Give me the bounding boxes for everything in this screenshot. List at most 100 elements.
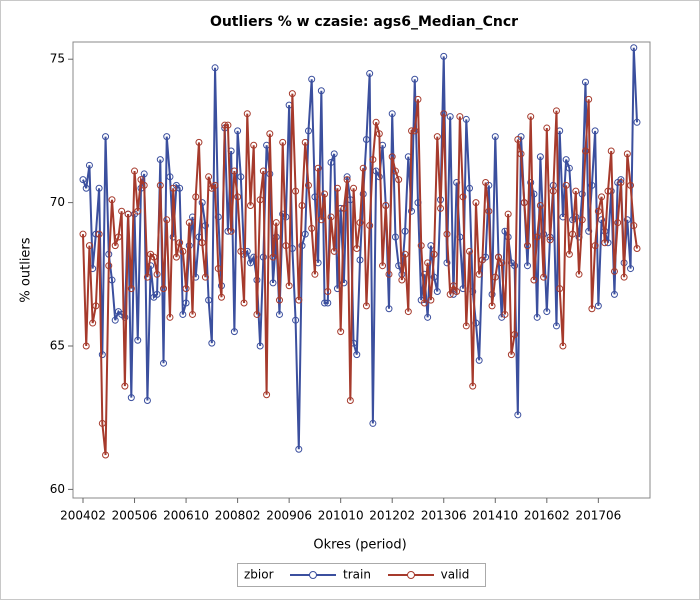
point xyxy=(501,310,509,318)
point xyxy=(269,279,277,287)
point xyxy=(598,216,606,224)
point xyxy=(143,273,151,281)
point xyxy=(530,190,538,198)
point xyxy=(623,150,631,158)
point xyxy=(95,230,103,238)
point xyxy=(166,173,174,181)
point xyxy=(118,207,126,215)
point xyxy=(601,239,609,247)
point xyxy=(134,207,142,215)
point xyxy=(446,290,454,298)
point xyxy=(485,207,493,215)
point xyxy=(475,356,483,364)
point xyxy=(102,133,110,141)
point xyxy=(317,216,325,224)
point xyxy=(343,176,351,184)
point xyxy=(527,179,535,187)
point xyxy=(150,253,158,261)
point xyxy=(375,130,383,138)
point xyxy=(459,193,467,201)
legend-label: valid xyxy=(441,568,470,582)
point xyxy=(214,213,222,221)
point xyxy=(369,156,377,164)
point xyxy=(362,302,370,310)
point xyxy=(295,296,303,304)
point xyxy=(169,184,177,192)
point xyxy=(195,138,203,146)
point xyxy=(160,359,168,367)
point xyxy=(246,201,254,209)
point xyxy=(272,219,280,227)
point xyxy=(82,184,90,192)
point xyxy=(424,313,432,321)
point xyxy=(417,242,425,250)
y-tick-label: 70 xyxy=(50,195,65,209)
point xyxy=(166,313,174,321)
point xyxy=(495,253,502,261)
point xyxy=(391,233,399,241)
point xyxy=(552,107,560,115)
x-tick-label: 201202 xyxy=(369,509,415,523)
point xyxy=(340,279,348,287)
point xyxy=(533,313,541,321)
legend-box xyxy=(237,563,486,587)
point xyxy=(211,181,219,189)
point xyxy=(572,187,580,195)
point xyxy=(630,222,638,230)
x-tick-label: 200506 xyxy=(112,509,158,523)
legend-label: train xyxy=(343,568,371,582)
point xyxy=(92,302,100,310)
point xyxy=(385,305,393,313)
point xyxy=(514,411,522,419)
point xyxy=(462,322,470,330)
legend-title: zbior xyxy=(244,568,274,582)
point xyxy=(391,167,399,175)
point xyxy=(256,342,264,350)
point xyxy=(433,288,441,296)
point xyxy=(153,290,161,298)
point xyxy=(420,299,428,307)
point xyxy=(176,239,184,247)
point xyxy=(134,336,142,344)
point xyxy=(482,179,490,187)
point xyxy=(379,262,387,270)
point xyxy=(218,293,225,301)
point xyxy=(491,133,499,141)
point xyxy=(153,270,161,278)
point xyxy=(350,184,358,192)
point xyxy=(179,247,187,255)
point xyxy=(607,147,615,155)
point xyxy=(285,282,293,290)
point xyxy=(337,328,345,336)
point xyxy=(356,256,364,264)
point xyxy=(507,351,515,359)
point xyxy=(224,121,232,129)
point xyxy=(549,187,557,195)
point xyxy=(102,451,110,459)
point xyxy=(292,316,300,324)
point xyxy=(327,213,335,221)
point xyxy=(366,222,374,230)
point xyxy=(427,296,435,304)
point xyxy=(630,44,638,52)
point xyxy=(333,184,341,192)
point xyxy=(250,141,258,149)
point xyxy=(137,176,145,184)
point xyxy=(627,265,635,273)
point xyxy=(127,285,135,293)
point xyxy=(395,176,403,184)
point xyxy=(575,270,583,278)
point xyxy=(408,127,416,135)
point xyxy=(327,158,335,166)
point xyxy=(79,176,87,184)
point xyxy=(211,64,219,72)
point xyxy=(179,310,187,318)
point xyxy=(163,133,171,141)
point xyxy=(82,342,90,350)
point xyxy=(230,167,238,175)
point xyxy=(111,316,119,324)
point xyxy=(598,193,606,201)
point xyxy=(198,199,206,207)
